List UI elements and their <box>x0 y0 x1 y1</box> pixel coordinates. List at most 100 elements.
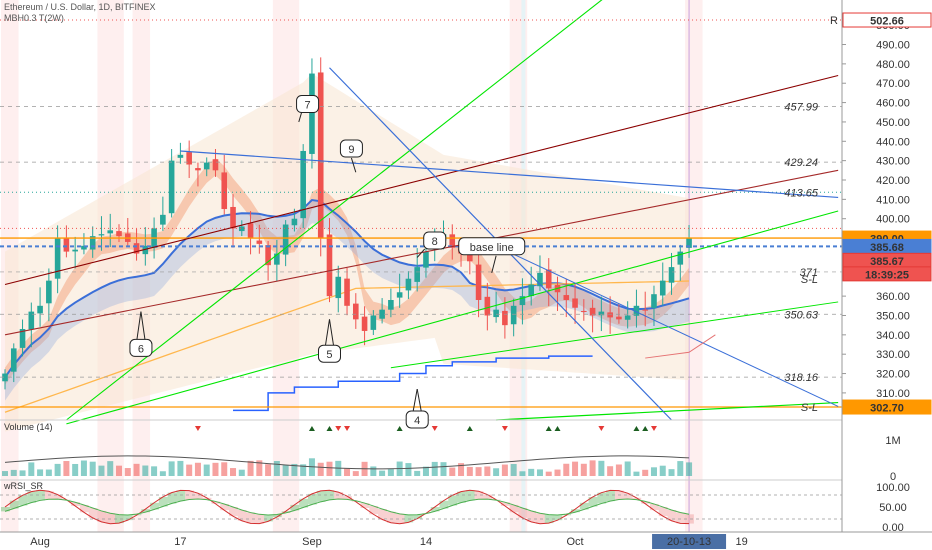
candle-body[interactable] <box>265 245 271 266</box>
candle-body[interactable] <box>10 348 17 372</box>
candle-body[interactable] <box>72 249 78 252</box>
candle-body[interactable] <box>28 311 35 330</box>
rsi-fill <box>588 497 598 507</box>
candle-body[interactable] <box>195 168 201 171</box>
rsi-fill <box>606 490 615 502</box>
candle-body[interactable] <box>247 223 254 239</box>
annotation-box <box>423 231 447 250</box>
candle-body[interactable] <box>19 329 26 348</box>
candle-body[interactable] <box>317 72 324 239</box>
volume-bar <box>563 463 570 476</box>
candle-body[interactable] <box>2 373 8 382</box>
level-label: 371 <box>800 267 818 279</box>
candle-body[interactable] <box>624 315 631 320</box>
volume-bar <box>484 466 491 476</box>
volume-bar <box>247 460 254 476</box>
candle-body[interactable] <box>256 240 263 244</box>
trendline-green-mid <box>66 210 839 425</box>
candle-body[interactable] <box>484 296 491 316</box>
candle-body[interactable] <box>89 236 96 250</box>
candle-body[interactable] <box>212 159 219 171</box>
candle-body[interactable] <box>37 305 43 314</box>
candle-body[interactable] <box>475 264 482 300</box>
candle-body[interactable] <box>379 309 385 319</box>
candle-body[interactable] <box>160 214 166 225</box>
candle-body[interactable] <box>545 269 552 289</box>
candle-body[interactable] <box>63 238 70 252</box>
candle-body[interactable] <box>177 154 184 158</box>
candle-body[interactable] <box>238 226 245 232</box>
candle-body[interactable] <box>370 315 377 330</box>
candle-body[interactable] <box>467 253 473 262</box>
candle-body[interactable] <box>107 230 114 234</box>
volume-bar <box>607 466 614 476</box>
candle-body[interactable] <box>528 284 534 297</box>
candle-body[interactable] <box>54 238 61 279</box>
candle-body[interactable] <box>335 276 342 299</box>
candle-body[interactable] <box>607 312 613 318</box>
volume-bar <box>554 469 561 476</box>
candle-body[interactable] <box>291 218 298 226</box>
candle-body[interactable] <box>116 231 122 237</box>
candle-body[interactable] <box>203 162 210 170</box>
volume-bar <box>151 466 158 476</box>
volume-bar <box>238 469 245 476</box>
signal-arrow <box>308 426 315 431</box>
candle-body[interactable] <box>344 278 350 306</box>
candle-body[interactable] <box>168 160 175 214</box>
candle-body[interactable] <box>581 310 587 312</box>
volume-bar <box>19 470 26 476</box>
price-tick-label: 440.00 <box>876 136 910 148</box>
candle-body[interactable] <box>537 272 543 287</box>
volume-bar <box>28 462 35 476</box>
candle-body[interactable] <box>493 309 499 318</box>
rsi-fill <box>237 509 247 521</box>
rsi-fill <box>649 503 659 511</box>
candle-body[interactable] <box>598 311 605 316</box>
candle-body[interactable] <box>300 150 306 219</box>
candle-body[interactable] <box>572 298 578 308</box>
candle-body[interactable] <box>396 292 403 298</box>
candle-body[interactable] <box>668 267 675 283</box>
candle-body[interactable] <box>388 300 394 310</box>
candle-body[interactable] <box>46 280 52 304</box>
candle-body[interactable] <box>186 152 192 165</box>
candle-body[interactable] <box>221 172 228 210</box>
candle-body[interactable] <box>282 224 289 255</box>
trailing-stop-line <box>233 355 593 412</box>
candle-body[interactable] <box>361 316 368 331</box>
candle-body[interactable] <box>230 206 236 229</box>
candle-body[interactable] <box>353 303 359 320</box>
volume-bar <box>475 467 482 476</box>
candle-body[interactable] <box>616 316 622 320</box>
candle-body[interactable] <box>414 267 420 282</box>
candle-body[interactable] <box>589 307 596 316</box>
candle-body[interactable] <box>642 309 649 311</box>
candle-body[interactable] <box>659 280 666 296</box>
candle-body[interactable] <box>133 243 140 254</box>
candle-body[interactable] <box>519 296 526 306</box>
annotation-pointer <box>324 319 330 346</box>
candle-body[interactable] <box>563 295 570 300</box>
candle-body[interactable] <box>326 234 333 297</box>
annotation-pointer <box>412 388 418 412</box>
candle-body[interactable] <box>651 294 657 308</box>
candle-body[interactable] <box>98 234 105 236</box>
candle-body[interactable] <box>405 278 412 291</box>
candle-body[interactable] <box>81 245 87 250</box>
candle-body[interactable] <box>423 251 429 268</box>
candle-body[interactable] <box>633 305 640 316</box>
candle-body[interactable] <box>510 305 517 325</box>
candle-body[interactable] <box>142 245 149 255</box>
level-label: 457.99 <box>784 101 818 113</box>
candle-body[interactable] <box>677 251 684 265</box>
rsi-fill <box>1 507 10 512</box>
candle-body[interactable] <box>274 253 280 265</box>
candle-body[interactable] <box>502 310 508 326</box>
signal-arrow <box>501 426 508 431</box>
candle-body[interactable] <box>449 234 456 248</box>
candle-body[interactable] <box>686 238 692 248</box>
candle-body[interactable] <box>309 73 315 154</box>
volume-bar <box>344 468 351 476</box>
